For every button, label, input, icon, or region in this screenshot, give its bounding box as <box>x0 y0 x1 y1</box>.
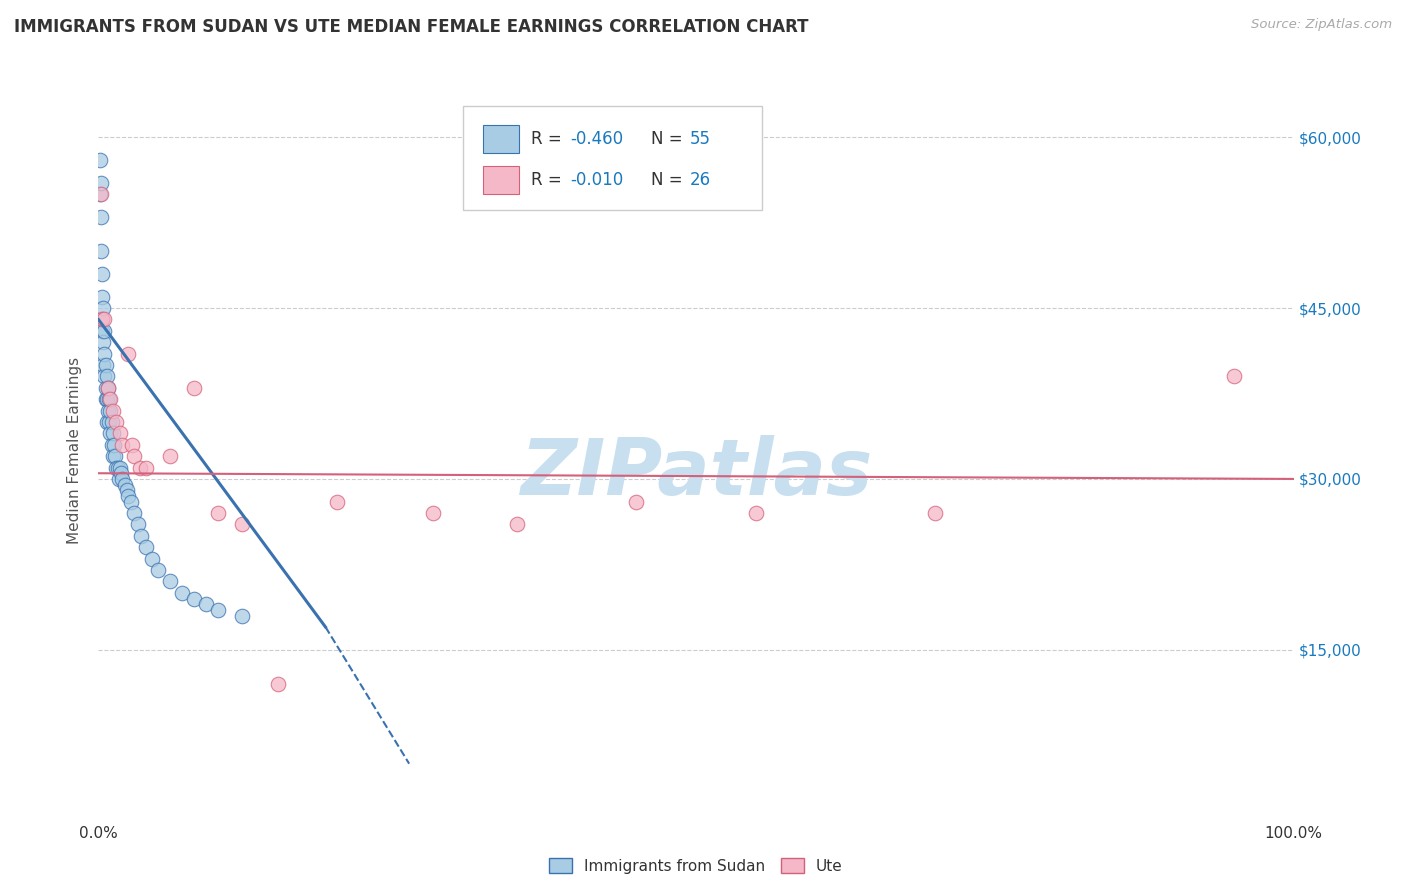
Text: N =: N = <box>651 129 688 148</box>
Point <box>120 494 142 508</box>
Point <box>90 187 112 202</box>
Point <box>90 210 112 224</box>
Point <box>91 267 114 281</box>
Point <box>97 381 120 395</box>
Point <box>93 369 115 384</box>
Point <box>117 346 139 360</box>
Point <box>195 597 218 611</box>
FancyBboxPatch shape <box>484 166 519 194</box>
Text: R =: R = <box>531 129 567 148</box>
Point <box>422 506 444 520</box>
Point <box>91 335 114 350</box>
Point <box>90 244 112 259</box>
Legend: Immigrants from Sudan, Ute: Immigrants from Sudan, Ute <box>543 852 849 880</box>
Text: ZIPatlas: ZIPatlas <box>520 434 872 511</box>
Point <box>110 467 132 481</box>
Point <box>101 403 124 417</box>
Point <box>107 472 129 486</box>
Text: R =: R = <box>531 171 567 189</box>
Point <box>96 369 118 384</box>
Point <box>111 438 134 452</box>
Point <box>94 381 117 395</box>
Point <box>91 290 114 304</box>
Text: 26: 26 <box>690 171 711 189</box>
Point <box>111 472 134 486</box>
Point <box>93 312 115 326</box>
Point <box>93 346 115 360</box>
Point <box>745 506 768 520</box>
Point <box>207 506 229 520</box>
Point <box>1223 369 1246 384</box>
Point <box>183 591 205 606</box>
Text: 55: 55 <box>690 129 711 148</box>
Point <box>114 477 136 491</box>
Point <box>506 517 529 532</box>
Point <box>231 608 253 623</box>
Point <box>231 517 253 532</box>
Point <box>135 460 157 475</box>
Point <box>98 415 121 429</box>
Point <box>89 187 111 202</box>
Point <box>131 529 153 543</box>
Point <box>91 312 114 326</box>
Point <box>148 563 170 577</box>
Point <box>97 381 120 395</box>
Point <box>207 603 229 617</box>
Point <box>96 415 118 429</box>
Point <box>91 324 114 338</box>
FancyBboxPatch shape <box>484 125 519 153</box>
Point <box>117 489 139 503</box>
Text: Source: ZipAtlas.com: Source: ZipAtlas.com <box>1251 18 1392 31</box>
Point <box>121 438 143 452</box>
Point <box>127 517 149 532</box>
Point <box>98 426 122 441</box>
Point <box>107 460 129 475</box>
Point <box>124 449 146 463</box>
Point <box>108 426 131 441</box>
Point <box>98 403 122 417</box>
Point <box>141 551 163 566</box>
Point <box>97 403 120 417</box>
Text: -0.460: -0.460 <box>571 129 624 148</box>
Point <box>267 677 290 691</box>
Point <box>91 312 114 326</box>
Point <box>91 358 114 372</box>
FancyBboxPatch shape <box>463 106 762 210</box>
Point <box>159 574 181 589</box>
Point <box>104 449 127 463</box>
Point <box>100 438 122 452</box>
Point <box>98 392 121 407</box>
Point <box>93 324 115 338</box>
Point <box>101 449 124 463</box>
Point <box>98 392 122 407</box>
Point <box>626 494 648 508</box>
Point <box>172 586 194 600</box>
Point <box>100 415 122 429</box>
Point <box>105 415 128 429</box>
Point <box>90 176 112 190</box>
Point <box>94 358 117 372</box>
Point <box>124 506 146 520</box>
Point <box>91 301 114 315</box>
Point <box>924 506 946 520</box>
Point <box>105 460 128 475</box>
Point <box>94 392 117 407</box>
Point <box>129 460 152 475</box>
Text: N =: N = <box>651 171 688 189</box>
Point <box>96 392 118 407</box>
Text: -0.010: -0.010 <box>571 171 624 189</box>
Point <box>101 426 124 441</box>
Point <box>115 483 138 498</box>
Point <box>159 449 181 463</box>
Point <box>103 438 125 452</box>
Point <box>183 381 205 395</box>
Point <box>108 460 131 475</box>
Point <box>135 541 157 555</box>
Text: IMMIGRANTS FROM SUDAN VS UTE MEDIAN FEMALE EARNINGS CORRELATION CHART: IMMIGRANTS FROM SUDAN VS UTE MEDIAN FEMA… <box>14 18 808 36</box>
Point <box>326 494 349 508</box>
Point <box>89 153 111 167</box>
Y-axis label: Median Female Earnings: Median Female Earnings <box>67 357 83 544</box>
